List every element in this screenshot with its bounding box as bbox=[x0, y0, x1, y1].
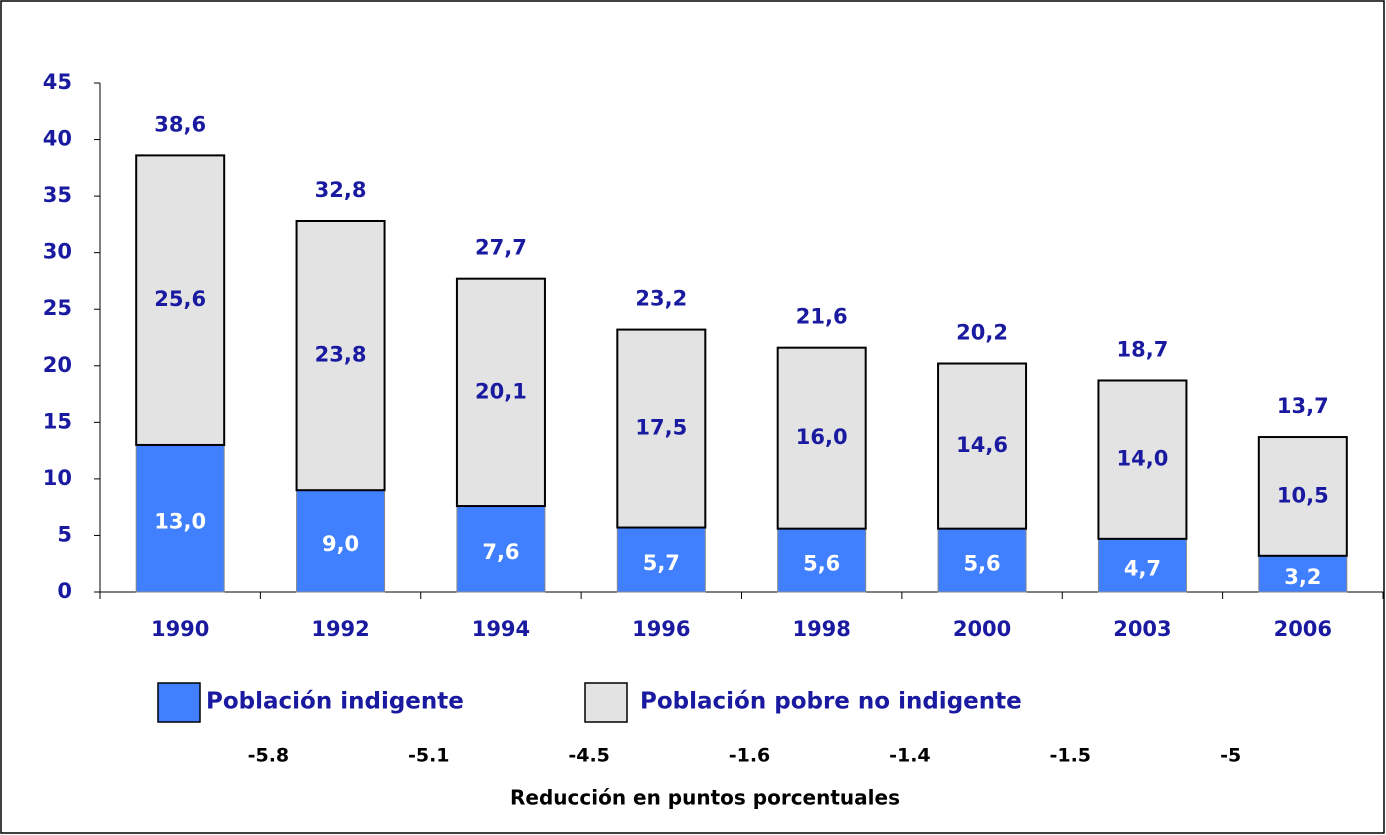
bar-segment bbox=[616, 527, 706, 593]
value-label: 3,2 bbox=[1284, 565, 1321, 589]
y-tick-label: 30 bbox=[43, 240, 72, 264]
bar-segment bbox=[1097, 538, 1187, 593]
value-label: 20,1 bbox=[475, 379, 527, 403]
reduction-label: -5 bbox=[1220, 745, 1241, 767]
x-tick-label: 2000 bbox=[953, 617, 1011, 641]
bar-segment bbox=[616, 328, 707, 529]
value-label: 14,6 bbox=[956, 433, 1008, 457]
bar-segment bbox=[135, 154, 226, 446]
reduction-label: -1.6 bbox=[729, 745, 771, 767]
bar-segment bbox=[1097, 379, 1188, 540]
value-label: 16,0 bbox=[796, 425, 848, 449]
y-tick-label: 45 bbox=[43, 70, 72, 94]
x-tick-label: 2006 bbox=[1274, 617, 1332, 641]
total-label: 20,2 bbox=[956, 321, 1008, 345]
legend-label: Población indigente bbox=[206, 689, 464, 715]
y-tick-label: 10 bbox=[43, 466, 72, 490]
value-label: 5,7 bbox=[643, 551, 680, 575]
bar-segment bbox=[295, 219, 386, 492]
total-label: 13,7 bbox=[1277, 394, 1329, 418]
legend-swatch bbox=[157, 682, 201, 723]
bar-segment bbox=[1257, 436, 1348, 557]
reduction-label: -5.1 bbox=[408, 745, 450, 767]
x-tick-label: 1996 bbox=[632, 617, 690, 641]
legend-label: Población pobre no indigente bbox=[640, 689, 1022, 715]
y-tick-label: 35 bbox=[43, 183, 72, 207]
bar-segment bbox=[456, 505, 546, 593]
reduction-label: -4.5 bbox=[568, 745, 610, 767]
value-label: 9,0 bbox=[322, 532, 359, 556]
value-label: 5,6 bbox=[963, 551, 1000, 575]
x-tick-label: 2003 bbox=[1113, 617, 1171, 641]
reductions-label: Reducción en puntos porcentuales bbox=[510, 786, 900, 810]
value-label: 7,6 bbox=[482, 540, 519, 564]
total-label: 23,2 bbox=[635, 287, 687, 311]
bar-segment bbox=[776, 346, 867, 530]
total-label: 21,6 bbox=[796, 305, 848, 329]
value-label: 13,0 bbox=[154, 509, 206, 533]
bar-segment bbox=[937, 362, 1028, 530]
value-label: 23,8 bbox=[315, 343, 367, 367]
value-label: 4,7 bbox=[1124, 556, 1161, 580]
y-tick-label: 20 bbox=[43, 353, 72, 377]
y-tick-label: 15 bbox=[43, 409, 72, 433]
value-label: 25,6 bbox=[154, 287, 206, 311]
reduction-label: -1.5 bbox=[1049, 745, 1091, 767]
x-tick-label: 1998 bbox=[792, 617, 850, 641]
bar-segment bbox=[1258, 555, 1348, 593]
y-tick-label: 5 bbox=[57, 522, 72, 546]
reduction-label: -5.8 bbox=[248, 745, 290, 767]
x-tick-label: 1994 bbox=[472, 617, 530, 641]
value-label: 10,5 bbox=[1277, 483, 1329, 507]
total-label: 18,7 bbox=[1117, 337, 1169, 361]
value-label: 17,5 bbox=[635, 416, 687, 440]
y-tick-label: 25 bbox=[43, 296, 72, 320]
x-tick-label: 1992 bbox=[311, 617, 369, 641]
legend-swatch bbox=[584, 682, 628, 723]
reduction-label: -1.4 bbox=[889, 745, 931, 767]
value-label: 14,0 bbox=[1117, 447, 1169, 471]
bar-segment bbox=[135, 444, 225, 593]
bar-segment bbox=[455, 277, 546, 508]
bar-segment bbox=[777, 528, 867, 593]
value-label: 5,6 bbox=[803, 551, 840, 575]
y-tick-label: 0 bbox=[57, 579, 72, 603]
total-label: 38,6 bbox=[154, 112, 206, 136]
total-label: 27,7 bbox=[475, 236, 527, 260]
y-tick-label: 40 bbox=[43, 127, 72, 151]
total-label: 32,8 bbox=[315, 178, 367, 202]
x-tick-label: 1990 bbox=[151, 617, 209, 641]
